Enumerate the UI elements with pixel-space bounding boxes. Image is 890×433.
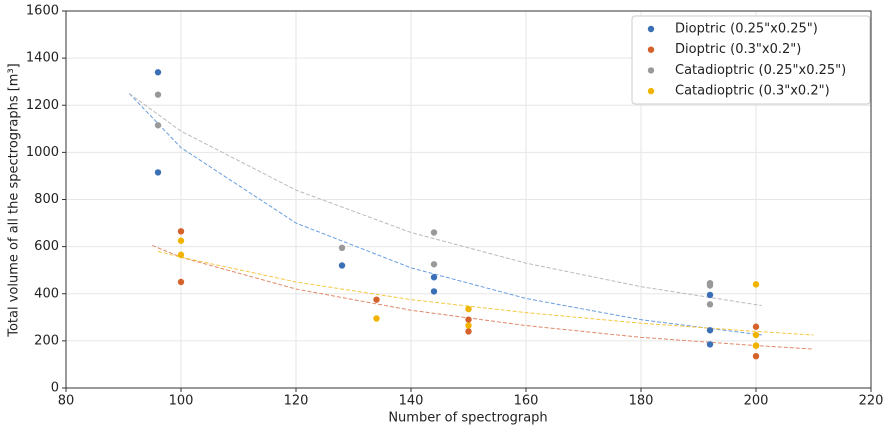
- point: [706, 301, 714, 308]
- point: [154, 69, 162, 76]
- point: [752, 331, 760, 339]
- trend-line: [152, 244, 814, 350]
- point: [706, 341, 714, 348]
- x-tick-label: 100: [169, 394, 194, 409]
- point: [338, 244, 346, 252]
- point: [465, 328, 472, 335]
- point: [154, 122, 162, 129]
- point: [177, 251, 185, 259]
- y-axis-label: Total volume of all the spectrographs [m…: [7, 63, 22, 338]
- trend-line: [128, 93, 762, 307]
- point: [177, 228, 185, 235]
- point: [430, 261, 438, 268]
- legend-label: Catadioptric (0.3"x0.2"): [675, 84, 830, 99]
- x-tick-label: 80: [58, 394, 75, 409]
- y-tick-label: 600: [34, 239, 59, 254]
- point: [706, 291, 714, 299]
- point: [706, 327, 714, 334]
- point: [338, 262, 346, 269]
- point: [465, 316, 472, 323]
- point: [465, 305, 472, 313]
- x-tick-label: 220: [859, 394, 884, 409]
- point: [752, 352, 760, 360]
- point: [430, 274, 438, 281]
- y-tick-label: 1600: [26, 4, 59, 19]
- legend-marker: [647, 67, 655, 74]
- legend-label: Dioptric (0.3"x0.2"): [675, 42, 801, 57]
- trend-line: [128, 93, 762, 336]
- point: [752, 342, 760, 349]
- point: [373, 296, 380, 303]
- point: [752, 281, 760, 288]
- legend-label: Dioptric (0.25"x0.25"): [675, 22, 818, 37]
- y-tick-label: 1200: [26, 98, 59, 113]
- point: [752, 323, 760, 330]
- point: [154, 91, 162, 98]
- trend-line: [157, 250, 814, 336]
- x-tick-label: 140: [399, 394, 424, 409]
- point: [177, 237, 185, 244]
- x-tick-label: 200: [744, 394, 769, 409]
- y-tick-label: 400: [34, 286, 59, 301]
- point: [465, 322, 472, 329]
- point: [373, 315, 380, 322]
- point: [706, 282, 714, 289]
- plot-frame: [65, 10, 872, 389]
- x-tick-label: 180: [629, 394, 654, 409]
- y-tick-label: 800: [34, 192, 59, 207]
- point: [177, 278, 185, 286]
- y-tick-label: 1000: [26, 145, 59, 160]
- legend-marker: [647, 25, 655, 33]
- point: [430, 229, 438, 236]
- x-tick-label: 160: [514, 394, 539, 409]
- y-tick-label: 1400: [26, 51, 59, 66]
- point: [430, 288, 438, 295]
- y-tick-label: 0: [51, 381, 59, 396]
- legend-label: Catadioptric (0.25"x0.25"): [675, 63, 846, 78]
- legend-marker: [647, 46, 655, 53]
- y-tick-label: 200: [34, 333, 59, 348]
- x-axis-label: Number of spectrograph: [388, 411, 547, 426]
- point: [154, 169, 162, 176]
- x-tick-label: 120: [284, 394, 309, 409]
- legend-box: [631, 15, 871, 105]
- legend-marker: [647, 87, 655, 95]
